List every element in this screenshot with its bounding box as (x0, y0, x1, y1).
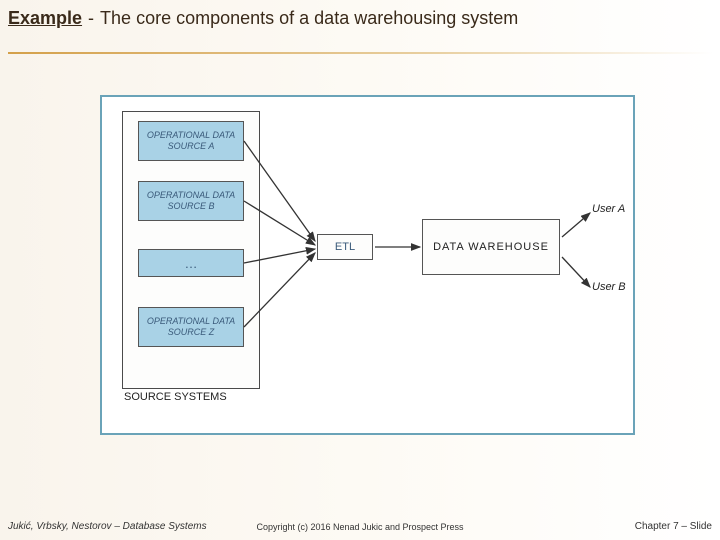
source-box-label: OPERATIONAL DATA SOURCE B (141, 190, 241, 212)
title-separator: - (88, 8, 94, 29)
diagram-container: OPERATIONAL DATA SOURCE A OPERATIONAL DAT… (100, 95, 635, 435)
data-warehouse-box: DATA WAREHOUSE (422, 219, 560, 275)
etl-box: ETL (317, 234, 373, 260)
footer-copyright: Copyright (c) 2016 Nenad Jukic and Prosp… (256, 522, 463, 532)
title-text: The core components of a data warehousin… (100, 8, 518, 29)
etl-label: ETL (335, 241, 355, 253)
data-warehouse-label: DATA WAREHOUSE (433, 241, 549, 253)
title-bar: Example - The core components of a data … (8, 8, 712, 48)
title-underline (8, 52, 712, 54)
source-box-label: OPERATIONAL DATA SOURCE Z (141, 316, 241, 338)
arrow-dw-ub (562, 257, 590, 287)
source-box-src-a: OPERATIONAL DATA SOURCE A (138, 121, 244, 161)
source-box-src-z: OPERATIONAL DATA SOURCE Z (138, 307, 244, 347)
source-systems-label: SOURCE SYSTEMS (124, 391, 227, 403)
source-box-label: OPERATIONAL DATA SOURCE A (141, 130, 241, 152)
footer-chapter: Chapter 7 – Slide (635, 521, 712, 532)
source-box-src-b: OPERATIONAL DATA SOURCE B (138, 181, 244, 221)
source-box-label: … (185, 256, 198, 271)
footer-authors: Jukić, Vrbsky, Nestorov – Database Syste… (8, 521, 207, 532)
arrow-dw-ua (562, 213, 590, 237)
user-label-user-b: User B (592, 281, 626, 293)
user-label-user-a: User A (592, 203, 625, 215)
title-example-word: Example (8, 8, 82, 29)
source-box-src-ellipsis: … (138, 249, 244, 277)
